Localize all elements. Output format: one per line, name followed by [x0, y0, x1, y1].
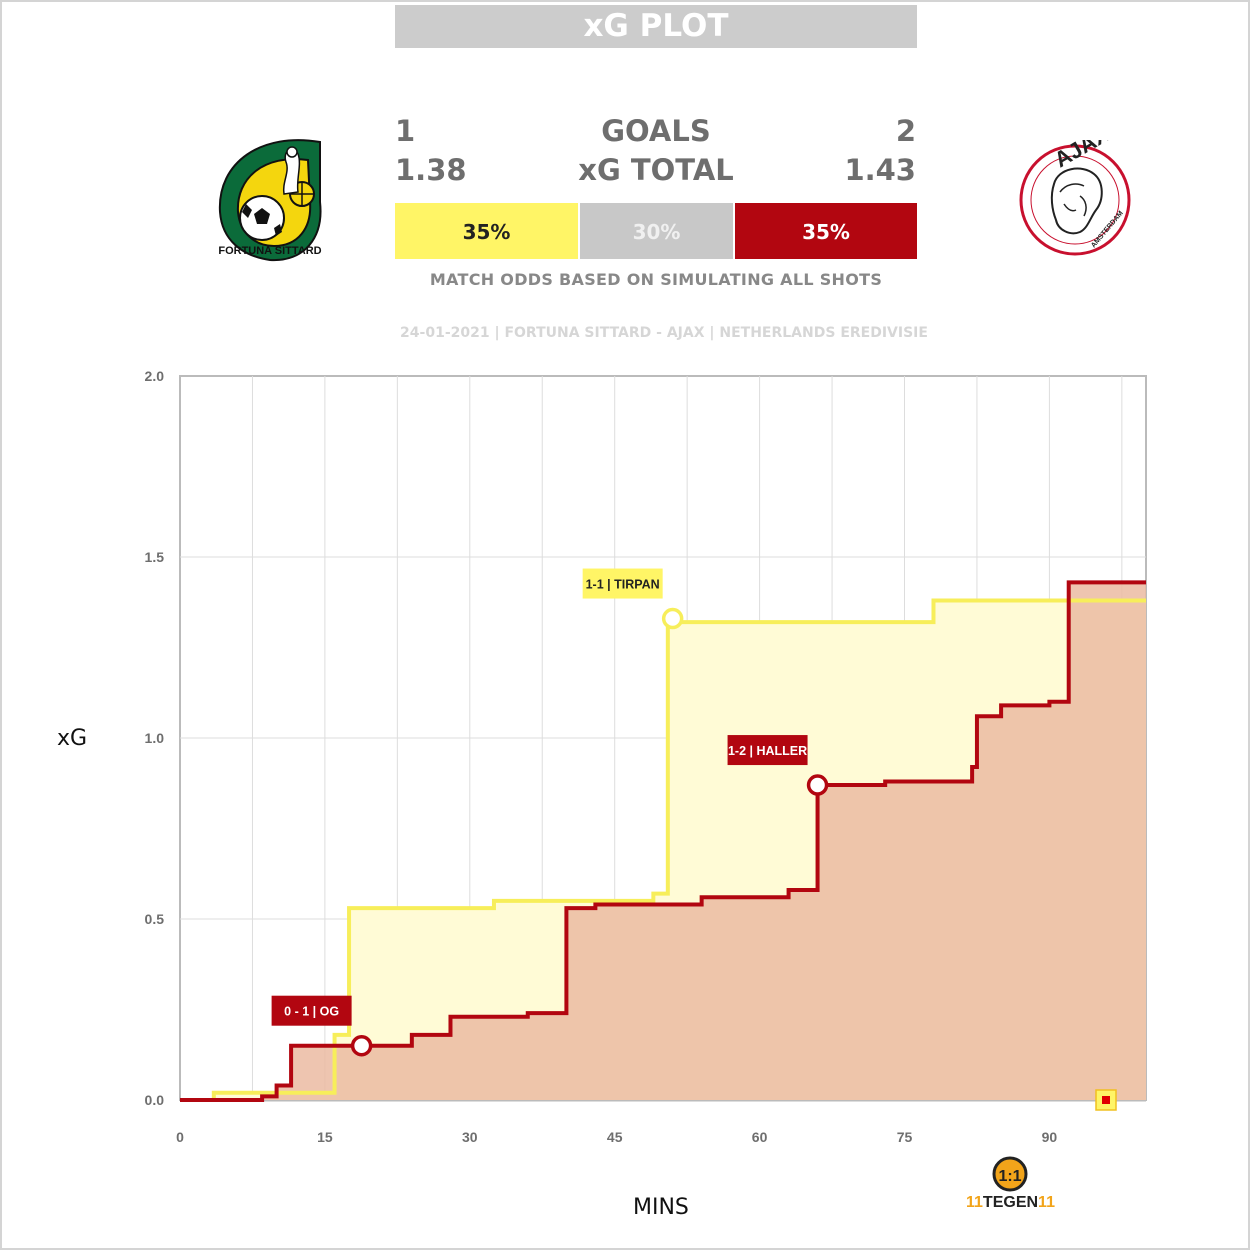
goal-marker: [350, 1034, 373, 1057]
brand-logo: 1:1 11TEGEN11: [966, 1156, 1056, 1216]
away-xg: 1.43: [844, 153, 916, 187]
x-tick-label: 90: [1042, 1129, 1058, 1145]
goal-label-box: [271, 995, 352, 1026]
brand-badge-text: 1:1: [998, 1168, 1021, 1185]
chart-lines: [180, 580, 1146, 1102]
brand-right: 11: [1038, 1194, 1055, 1211]
away-goals: 2: [895, 114, 916, 148]
chart-annotations: 0 - 1 | OG 1-1 | TIRPAN 1-2 | HALLER: [271, 568, 829, 1057]
ajax-logo: AJAX AMSTERDAM: [1019, 140, 1131, 256]
chart-ticks: 0 15 30 45 60 75 90 0.0 0.5 1.0 1.5 2.0: [145, 368, 1058, 1145]
goal-label-box: [727, 735, 808, 766]
draw-odds: 30%: [580, 203, 733, 259]
odds-note: MATCH ODDS BASED ON SIMULATING ALL SHOTS: [429, 270, 883, 289]
away-area: [180, 582, 1146, 1100]
away-win-odds: 35%: [735, 203, 917, 259]
match-info: 24-01-2021 | FORTUNA SITTARD - AJAX | NE…: [400, 325, 928, 341]
goal-label-box: [582, 568, 663, 599]
y-tick-label: 0.0: [145, 1092, 165, 1108]
x-tick-label: 45: [607, 1129, 623, 1145]
x-tick-label: 75: [897, 1129, 913, 1145]
x-tick-label: 60: [752, 1129, 768, 1145]
brand-left: 11: [966, 1194, 983, 1211]
page-title: xG PLOT: [395, 5, 917, 48]
home-xg: 1.38: [395, 153, 467, 187]
brand-mid: TEGEN: [982, 1194, 1039, 1211]
home-series-line: [180, 598, 1146, 1102]
home-win-odds: 35%: [395, 203, 578, 259]
away-series-line: [180, 580, 1146, 1102]
final-marker: [1095, 1089, 1117, 1111]
y-tick-label: 2.0: [145, 368, 165, 384]
fortuna-sittard-logo: FORTUNA SITTARD: [218, 139, 322, 262]
y-tick-label: 0.5: [145, 911, 165, 927]
home-logo-text: FORTUNA SITTARD: [218, 245, 321, 257]
goal-label: 1-2 | HALLER: [728, 744, 807, 758]
x-tick-label: 15: [317, 1129, 333, 1145]
x-tick-label: 30: [462, 1129, 478, 1145]
goal-marker: [661, 607, 684, 630]
goal-label: 1-1 | TIRPAN: [586, 578, 660, 592]
home-goals: 1: [395, 114, 416, 148]
goal-marker: [806, 774, 829, 796]
brand-badge-icon: 1:1: [992, 1156, 1028, 1192]
chart-areas: [180, 582, 1146, 1100]
x-tick-label: 0: [176, 1129, 184, 1145]
y-axis-title: xG: [57, 726, 88, 751]
y-tick-label: 1.5: [145, 549, 165, 565]
y-tick-label: 1.0: [145, 730, 165, 746]
goal-label: 0 - 1 | OG: [284, 1005, 339, 1019]
goals-label: GOALS: [601, 114, 711, 148]
xg-total-label: xG TOTAL: [578, 153, 734, 187]
x-axis-title: MINS: [633, 1195, 689, 1220]
